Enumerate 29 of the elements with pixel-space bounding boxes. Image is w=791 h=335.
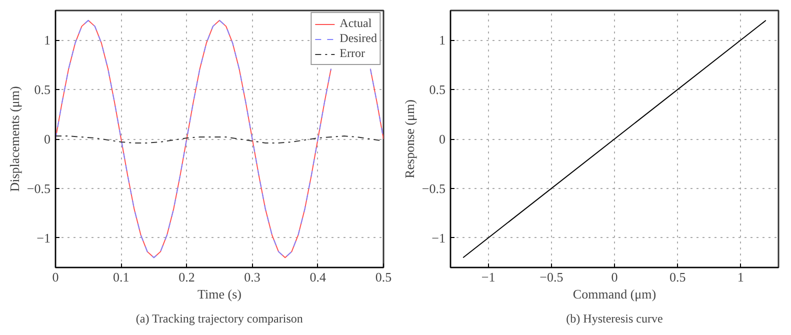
x-tick-label: 0.2 [178, 270, 195, 284]
y-tick-label: 1 [44, 32, 50, 48]
text: (a) Tracking trajectory comparison [136, 312, 303, 326]
x-tick-label: 1 [737, 270, 744, 284]
x-tick-label: −0.5 [540, 270, 564, 284]
x-tick-label: 0 [611, 270, 618, 284]
y-tick-label: 1 [439, 32, 446, 48]
y-tick-label: −0.5 [26, 180, 51, 196]
x-tick-label: 0.1 [112, 270, 130, 284]
legend-label: Error [340, 46, 365, 61]
x-tick-label: 0.3 [244, 270, 260, 284]
x-tick-label: 0.5 [669, 270, 686, 284]
x-tick-label: −1 [481, 270, 496, 284]
y-tick-label: 0.5 [429, 82, 446, 98]
y-tick-label: 0.5 [34, 82, 50, 98]
y-tick-label: 0 [439, 132, 446, 146]
x-tick-label: 0.5 [375, 270, 392, 284]
y-axis-title: Displacements (μm) [6, 86, 22, 192]
y-axis-title: Response (μm) [402, 100, 417, 178]
x-axis-title: Command (μm) [572, 286, 656, 302]
y-tick-label: −1 [36, 230, 51, 246]
x-axis-title: Time (s) [198, 286, 242, 302]
x-tick-label: 0.4 [310, 270, 327, 284]
legend-label: Actual [340, 16, 372, 31]
y-tick-label: −0.5 [422, 180, 446, 196]
text: (b) Hysteresis curve [566, 312, 663, 326]
y-tick-label: −1 [432, 230, 446, 246]
legend-label: Desired [340, 31, 377, 46]
y-tick-label: 0 [44, 132, 50, 146]
